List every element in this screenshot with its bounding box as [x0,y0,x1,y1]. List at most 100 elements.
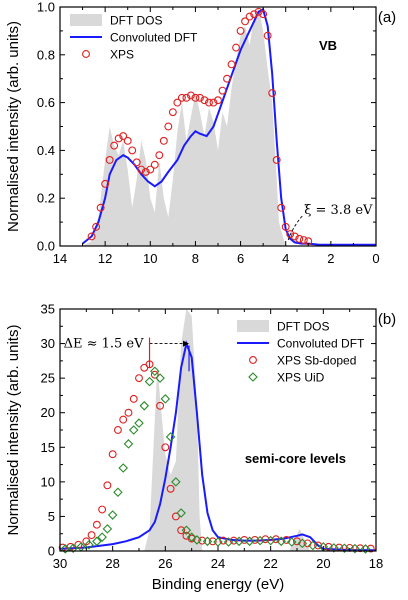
data-point [202,536,213,547]
data-point [276,536,286,547]
data-point [107,510,118,520]
data-point [255,535,265,546]
data-point [103,481,112,490]
y-tick-label: 5 [48,509,55,524]
data-point [290,232,299,241]
series-dft-dos-area [144,309,311,551]
series-convoluted-dft-line [81,7,376,246]
data-point [208,537,217,546]
data-point [150,370,159,379]
data-point [155,151,164,160]
data-point [214,96,222,105]
x-tick-label: 20 [316,556,330,571]
y-tick-label: 30 [41,336,55,351]
data-point [223,537,234,547]
x-tick-label: 18 [369,556,383,571]
data-point [218,86,227,95]
x-tick-label: 12 [98,251,112,266]
panel-b-chart: 30 28 26 24 22 20 18 0 5 10 15 20 25 30 35 Normalised i… [5,302,396,594]
data-point [171,477,181,487]
x-tick-label: 26 [158,556,172,571]
y-tick-label: 25 [41,371,55,386]
data-point [150,366,160,377]
annotation-xi: ξ = 3.8 eV [304,203,373,218]
series-xps-uid-points [60,366,371,554]
x-tick-label: 28 [105,556,119,571]
data-point [234,536,244,547]
data-point [96,203,105,212]
legend-swatch-area [237,320,269,332]
x-tick-label: 30 [53,556,67,571]
data-point [281,222,290,231]
data-point [105,156,114,164]
annotation-delta-e: ΔE ≈ 1.5 eV [64,337,145,352]
corner-label: semi-core levels [245,451,346,466]
data-point [114,134,123,143]
data-point [98,505,107,514]
data-point [159,136,168,145]
data-point [118,463,128,473]
data-point [84,539,94,550]
data-point [134,418,144,428]
y-tick-label: 20 [41,405,55,420]
data-point [236,26,245,35]
legend-label: DFT DOS [277,320,329,334]
panel-tag: (b) [378,311,396,328]
data-point [144,376,155,387]
y-tick-label: 0.0 [37,239,55,254]
data-point [263,31,272,40]
series-xps-points [87,7,313,246]
data-point [245,12,254,21]
data-point [155,373,165,383]
legend-swatch-marker [82,50,90,58]
data-point [250,10,259,19]
data-point [146,165,155,174]
data-point [299,236,308,244]
data-point [87,531,96,540]
x-tick-label: 4 [282,251,289,266]
data-point [119,132,128,141]
data-point [141,167,150,176]
legend-label: XPS Sb-doped [277,354,356,368]
y-tick-label: 15 [41,440,55,455]
data-point [150,160,159,169]
y-axis-label: Normalised intensity (arb. units) [5,21,22,232]
data-point [186,91,195,100]
data-point [324,542,333,551]
x-tick-label: 0 [372,251,379,266]
data-point [308,540,318,551]
y-tick-label: 0.2 [37,191,55,206]
x-tick-label: 24 [211,556,225,571]
data-point [200,96,209,105]
data-point [101,179,110,188]
data-point [164,122,173,131]
data-point [137,165,146,174]
legend-swatch-marker [248,372,258,382]
data-point [92,536,102,547]
annotation-leader [287,215,303,241]
data-point [123,439,134,449]
data-point [92,222,101,231]
corner-label: VB [319,38,337,53]
data-point [177,93,186,102]
data-point [113,487,123,498]
data-point [232,43,241,52]
data-point [168,108,177,117]
data-point [165,432,176,442]
y-tick-label: 10 [41,474,55,489]
y-tick-label: 0.8 [37,47,55,62]
data-point [286,537,297,547]
data-point [156,401,165,410]
legend-swatch-marker [249,356,257,364]
data-point [297,538,308,549]
data-point [254,7,263,16]
x-tick-label: 10 [143,251,157,266]
data-point [223,74,231,83]
x-tick-label: 2 [327,251,334,266]
data-point [110,141,119,150]
data-point [329,543,339,553]
data-point [366,544,375,553]
x-tick-label: 22 [263,556,277,571]
data-point [198,536,207,545]
data-point [191,93,200,102]
